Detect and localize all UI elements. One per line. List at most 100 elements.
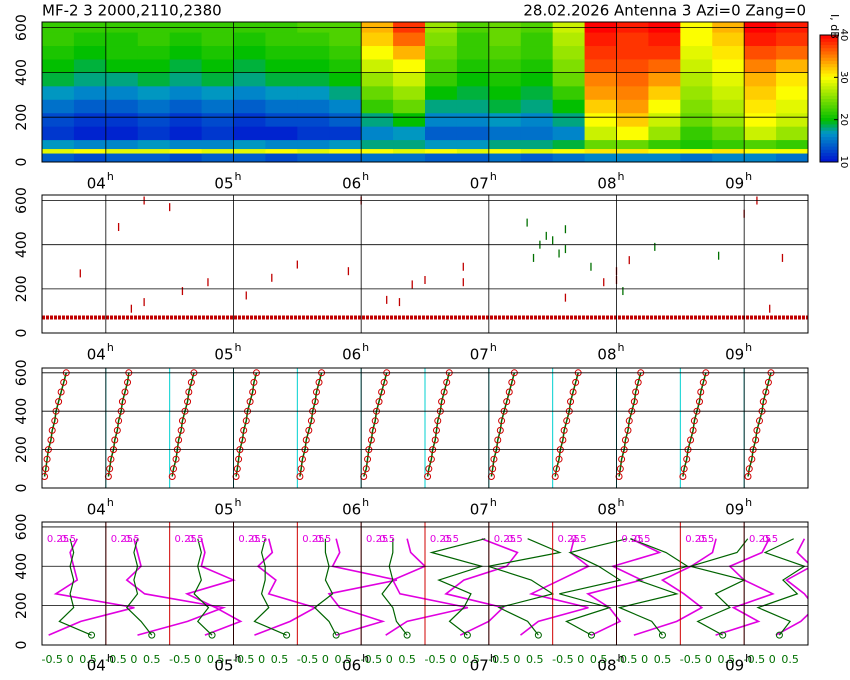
heat-cell [456, 148, 490, 154]
profile-point [434, 417, 442, 425]
profile-point [748, 455, 756, 463]
profile-point [503, 398, 511, 406]
profile-point [233, 465, 241, 473]
heat-cell [329, 112, 362, 127]
heat-cell [393, 85, 426, 100]
heat-cell [584, 99, 617, 114]
heat-cell [584, 112, 617, 127]
heat-cell [361, 112, 394, 127]
wind-line [381, 538, 408, 636]
wind-point [283, 631, 291, 639]
wind-tick-label: 0.5 [781, 653, 799, 666]
heat-cell [488, 85, 522, 100]
heat-cell [552, 72, 586, 87]
heat-cell [233, 58, 266, 73]
wind-point [463, 631, 471, 639]
hour-suffix: h [618, 496, 625, 509]
profile-line [363, 372, 388, 477]
heat-cell [42, 153, 75, 162]
heat-cell [648, 148, 681, 154]
profile-line [490, 372, 516, 477]
heat-cell [456, 32, 490, 47]
top-tick-label: 0.5 [188, 534, 204, 545]
profile-point [177, 426, 185, 434]
profile-point [443, 378, 451, 386]
colorbar-step [820, 60, 838, 65]
heat-cell [616, 126, 649, 141]
wind-tick-label: 0 [641, 653, 648, 666]
heat-cell [648, 139, 681, 150]
wind-line [429, 538, 486, 636]
profile-point [755, 417, 763, 425]
colorbar-step [820, 108, 838, 112]
colorbar-step [820, 158, 838, 163]
heat-cell [233, 99, 266, 114]
x-tick-label: 05 [214, 346, 233, 364]
heat-cell [520, 99, 554, 114]
top-tick-label: 0.25 [238, 534, 260, 545]
profile-point [634, 378, 642, 386]
heat-cell [776, 32, 808, 47]
heat-cell [520, 58, 554, 73]
heat-cell [584, 148, 617, 154]
heat-cell [201, 112, 234, 127]
heat-cell [520, 153, 554, 162]
profile-point [48, 426, 56, 434]
profile-point [246, 398, 254, 406]
profile-point [311, 398, 319, 406]
heat-cell [169, 85, 203, 100]
heat-cell [361, 99, 394, 114]
profile-point [697, 388, 705, 396]
colorbar-step [820, 50, 838, 55]
profile-point [113, 426, 121, 434]
heat-cell [201, 99, 234, 114]
heat-cell [616, 153, 649, 162]
heat-cell [744, 32, 777, 47]
profile-point [744, 472, 752, 480]
header-right: 28.02.2026 Antenna 3 Azi=0 Zang=0 [523, 2, 806, 20]
heat-cell [329, 126, 362, 141]
heat-cell [552, 139, 586, 150]
heat-cell [265, 148, 298, 154]
profile-point [498, 417, 506, 425]
heat-cell [361, 85, 394, 100]
x-tick-label: 08 [597, 657, 616, 675]
heat-cell [297, 72, 330, 87]
wind-line [184, 538, 243, 636]
profile-point [380, 378, 388, 386]
heat-cell [425, 126, 458, 141]
wind-line [253, 538, 287, 636]
profile-point [752, 436, 760, 444]
heat-cell [712, 126, 745, 141]
heat-cell [616, 139, 649, 150]
wind-point [403, 631, 411, 639]
wind-point [658, 631, 666, 639]
profile-point [762, 388, 770, 396]
profile-point [312, 388, 320, 396]
profile-point [618, 455, 626, 463]
y-tick-label: 400 [14, 231, 30, 258]
heat-cell [201, 148, 234, 154]
colorbar-step [820, 130, 838, 134]
profile-point [298, 455, 306, 463]
x-tick-label: 07 [470, 175, 489, 193]
hour-suffix: h [362, 170, 369, 183]
y-tick-label: 400 [14, 553, 30, 580]
hour-suffix: h [745, 341, 752, 354]
wind-line [715, 538, 775, 636]
heat-cell [329, 45, 362, 60]
y-tick-label: 200 [14, 436, 30, 463]
profile-point [172, 455, 180, 463]
profile-point [683, 455, 691, 463]
heat-cell [648, 72, 681, 87]
hour-suffix: h [235, 341, 242, 354]
heat-cell [712, 99, 745, 114]
colorbar-step [820, 35, 838, 39]
wind-tick-label: -0.5 [552, 653, 573, 666]
wind-tick-label: 0.5 [207, 653, 225, 666]
colorbar-step [820, 95, 838, 99]
heat-cell [137, 139, 171, 150]
profile-point [745, 465, 753, 473]
heat-cell [680, 126, 713, 141]
profile-point [690, 417, 698, 425]
